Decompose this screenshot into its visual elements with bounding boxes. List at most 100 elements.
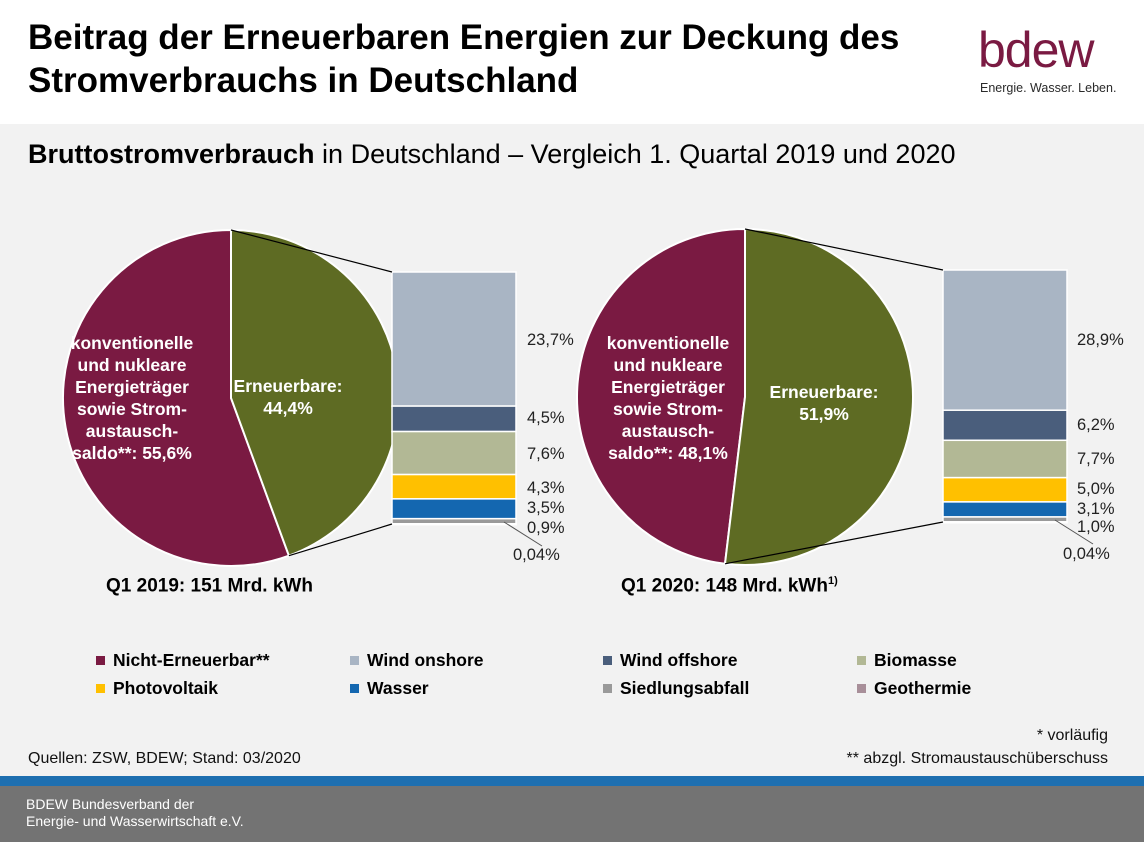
pie-label-line: konventionelle: [70, 333, 194, 353]
breakdown-bar-biomasse: [942, 439, 1068, 479]
legend-swatch: [603, 684, 612, 693]
pie-label-line: Energieträger: [75, 377, 189, 397]
pct-label-2019-photovoltaik: 4,3%: [527, 479, 565, 497]
legend-label: Nicht-Erneuerbar**: [113, 650, 270, 670]
subtitle-rest: in Deutschland – Vergleich 1. Quartal 20…: [314, 139, 956, 169]
pct-label-2019-siedlungsabfall: 0,9%: [527, 519, 565, 537]
caption-sup: 1): [827, 575, 838, 587]
breakdown-bar-wasser: [391, 498, 517, 520]
pie-label-line: und nukleare: [77, 355, 187, 375]
legend-item-wind-offshore: Wind offshore: [603, 650, 737, 671]
legend-item-geothermie: Geothermie: [857, 678, 971, 699]
footer: BDEW Bundesverband der Energie- und Wasse…: [0, 786, 1144, 842]
legend-item-biomasse: Biomasse: [857, 650, 957, 671]
subtitle-bold: Bruttostromverbrauch: [28, 139, 315, 169]
pct-label-2020-photovoltaik: 5,0%: [1077, 480, 1115, 498]
pct-label-2020-wasser: 3,1%: [1077, 500, 1115, 518]
page-title: Beitrag der Erneuerbaren Energien zur De…: [28, 18, 900, 100]
caption-text: Q1 2019: 151 Mrd. kWh: [106, 575, 313, 597]
breakdown-bar-photovoltaik: [391, 473, 517, 500]
breakdown-bar-wasser: [942, 501, 1068, 518]
breakdown-bar-siedlungsabfall: [391, 517, 517, 525]
legend-label: Wind onshore: [367, 650, 484, 670]
leader-line: [1054, 519, 1094, 545]
caption-2020: Q1 2020: 148 Mrd. kWh1): [621, 575, 838, 597]
pct-label-2019-wind-offshore: 4,5%: [527, 409, 565, 427]
pct-label-2019-wind-onshore: 23,7%: [527, 331, 574, 349]
connector-bottom: [724, 521, 944, 565]
legend-item-photovoltaik: Photovoltaik: [96, 678, 218, 699]
breakdown-bar-wind_onshore: [942, 269, 1068, 411]
pie-label-line: Erneuerbare:: [233, 376, 343, 396]
breakdown-bar-biomasse: [391, 430, 517, 476]
pct-label-2019-biomasse: 7,6%: [527, 445, 565, 463]
breakdown-bar-wind_onshore: [391, 271, 517, 407]
leader-line: [503, 521, 543, 547]
legend-swatch: [350, 656, 359, 665]
breakdown-bar-geothermie: [942, 521, 1068, 524]
legend-item-wind-onshore: Wind onshore: [350, 650, 484, 671]
pie-label-line: und nukleare: [613, 355, 723, 375]
legend-item-nicht-erneuerbar: Nicht-Erneuerbar**: [96, 650, 270, 671]
pct-label-2020-biomasse: 7,7%: [1077, 450, 1115, 468]
pie-label-line: sowie Strom-: [77, 399, 187, 419]
legend-label: Siedlungsabfall: [620, 678, 750, 698]
legend-item-siedlungsabfall: Siedlungsabfall: [603, 678, 749, 699]
legend-swatch: [857, 684, 866, 693]
logo-wordmark: bdew: [978, 22, 1095, 78]
breakdown-bar-photovoltaik: [942, 476, 1068, 503]
pie-label-line: saldo**: 48,1%: [608, 443, 728, 463]
pie-label-line: austausch-: [621, 421, 715, 441]
breakdown-bar-geothermie: [391, 523, 517, 526]
pie-label-line: Energieträger: [611, 377, 725, 397]
pie-label-line: sowie Strom-: [613, 399, 723, 419]
pct-label-2020-geothermie: 0,04%: [1063, 545, 1110, 563]
chart-2019: [62, 228, 543, 567]
pct-label-2019-geothermie: 0,04%: [513, 546, 560, 564]
pie-label-line: konventionelle: [606, 333, 730, 353]
connector-top: [230, 229, 393, 273]
caption-2019: Q1 2019: 151 Mrd. kWh: [106, 575, 313, 597]
legend-swatch: [96, 684, 105, 693]
caption-text: Q1 2020: 148 Mrd. kWh: [621, 575, 828, 597]
chart-2020: [576, 227, 1094, 566]
legend-label: Wasser: [367, 678, 429, 698]
legend-item-wasser: Wasser: [350, 678, 429, 699]
pie-slice-nicht_erneuerbar: [576, 227, 746, 565]
pct-label-2019-wasser: 3,5%: [527, 499, 565, 517]
breakdown-bar-wind_offshore: [391, 405, 517, 433]
pie-slice-nicht_erneuerbar: [62, 228, 291, 567]
legend-swatch: [603, 656, 612, 665]
legend-label: Biomasse: [874, 650, 957, 670]
footer-line: Energie- und Wasserwirtschaft e.V.: [26, 813, 244, 829]
pct-label-2020-siedlungsabfall: 1,0%: [1077, 518, 1115, 536]
pie-slice-erneuerbare: [723, 227, 914, 566]
bdew-logo: bdew Energie. Wasser. Leben.: [970, 24, 1120, 104]
legend-swatch: [350, 684, 359, 693]
pie-label-line: saldo**: 55,6%: [72, 443, 192, 463]
pie-label-line: 51,9%: [799, 404, 849, 424]
pie-label-line: austausch-: [85, 421, 179, 441]
pie-label-line: 44,4%: [263, 398, 313, 418]
legend-label: Wind offshore: [620, 650, 738, 670]
footer-line: BDEW Bundesverband der: [26, 796, 195, 812]
chart-legend: Nicht-Erneuerbar** Wind onshore Wind off…: [96, 648, 1096, 708]
sources-note: Quellen: ZSW, BDEW; Stand: 03/2020: [28, 750, 301, 767]
abzgl-note: ** abzgl. Stromaustauschüberschuss: [846, 750, 1108, 767]
pie-label-2019-erneuerbare: Erneuerbare: 44,4%: [218, 375, 358, 419]
pct-label-2020-wind-onshore: 28,9%: [1077, 331, 1124, 349]
chart-subtitle: Bruttostromverbrauch in Deutschland – Ve…: [28, 139, 956, 170]
logo-tagline: Energie. Wasser. Leben.: [980, 81, 1117, 95]
pie-label-2020-erneuerbare: Erneuerbare: 51,9%: [754, 381, 894, 425]
connector-top: [744, 228, 944, 271]
breakdown-bar-wind_offshore: [942, 409, 1068, 442]
pct-label-2020-wind-offshore: 6,2%: [1077, 416, 1115, 434]
footer-accent-bar: [0, 776, 1144, 786]
legend-swatch: [857, 656, 866, 665]
pie-label-2020-nicht-erneuerbar: konventionelle und nukleare Energieträge…: [588, 332, 748, 464]
header: Beitrag der Erneuerbaren Energien zur De…: [0, 0, 1144, 124]
pie-label-2019-nicht-erneuerbar: konventionelle und nukleare Energieträge…: [52, 332, 212, 464]
connector-bottom: [288, 523, 393, 557]
legend-label: Photovoltaik: [113, 678, 219, 698]
